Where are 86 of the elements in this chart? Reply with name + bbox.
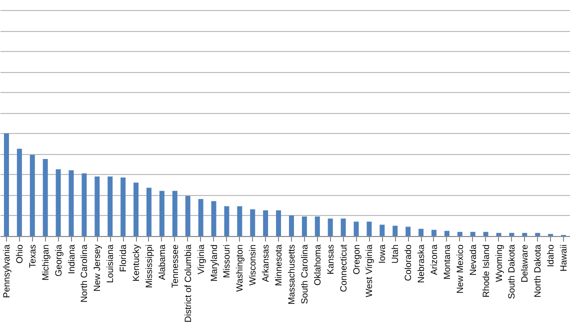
x-tick-label: Nevada <box>468 244 478 276</box>
bar <box>418 228 424 236</box>
x-tick-label: Nebraska <box>416 244 426 284</box>
x-tick-label: North Carolina <box>79 244 90 303</box>
bar <box>444 230 450 236</box>
bar <box>392 226 398 236</box>
x-tick-label: Delaware <box>520 244 530 283</box>
x-tick-label: Massachusetts <box>286 244 296 305</box>
bar <box>276 210 282 236</box>
bar <box>146 188 152 236</box>
bar <box>431 230 436 236</box>
bar <box>340 218 346 236</box>
x-tick-label: Indiana <box>66 244 76 274</box>
bar <box>159 190 164 236</box>
bar <box>224 206 230 236</box>
x-tick-label: Texas <box>27 244 38 268</box>
bar <box>108 176 113 236</box>
x-tick-label: West Virginia <box>364 244 374 298</box>
bar <box>134 182 139 236</box>
bar <box>406 226 411 236</box>
x-tick-label: South Carolina <box>299 244 310 304</box>
bar <box>302 216 307 236</box>
bar <box>4 133 9 236</box>
bar <box>535 232 540 236</box>
bar <box>380 224 385 236</box>
bar <box>457 232 462 236</box>
x-tick-label: Missouri <box>222 244 232 278</box>
x-tick-label: Iowa <box>377 244 388 264</box>
x-tick-label: Montana <box>442 244 452 280</box>
bar <box>82 173 87 236</box>
bar <box>314 216 320 236</box>
bar <box>263 210 268 236</box>
x-tick-label: Georgia <box>53 244 64 277</box>
x-tick-label: Idaho <box>546 244 556 268</box>
bar <box>211 201 216 236</box>
x-tick-label: Kansas <box>325 244 336 275</box>
x-tick-label: Wyoming <box>494 244 504 282</box>
x-tick-label: Washington <box>234 244 245 292</box>
bar <box>328 218 333 236</box>
bar <box>522 232 528 236</box>
bar <box>496 232 502 236</box>
bar <box>172 190 178 236</box>
x-tick-label: Mississippi <box>144 244 154 288</box>
x-tick-label: Hawaii <box>558 244 569 272</box>
x-tick-label: Pennsylvania <box>1 244 12 298</box>
bar <box>509 232 514 236</box>
x-tick-label: Virginia <box>196 244 206 274</box>
bar <box>366 222 372 236</box>
x-tick-label: New Jersey <box>92 244 102 292</box>
bar <box>120 177 126 236</box>
bar <box>237 206 242 236</box>
bar <box>16 148 22 236</box>
x-tick-label: Colorado <box>403 244 414 282</box>
x-tick-label: Kentucky <box>131 244 142 282</box>
bar <box>185 196 190 236</box>
x-tick-label: Wisconsin <box>248 244 258 286</box>
x-tick-label: Arizona <box>428 244 439 276</box>
x-tick-label: District of Columbia <box>182 244 193 323</box>
x-tick-label: Alabama <box>156 244 167 280</box>
x-tick-label: Michigan <box>40 244 50 281</box>
x-tick-label: North Dakota <box>532 244 543 298</box>
bar <box>30 154 35 236</box>
x-tick-label: Oregon <box>351 244 362 275</box>
x-tick-label: Tennessee <box>170 244 180 288</box>
bar <box>198 199 204 236</box>
bar <box>94 176 100 236</box>
x-tick-label: Minnesota <box>274 244 284 286</box>
bar <box>250 209 256 236</box>
x-tick-label: South Dakota <box>506 244 517 300</box>
x-tick-label: Rhode Island <box>480 244 491 298</box>
x-tick-label: Connecticut <box>338 244 348 292</box>
bar <box>42 159 48 236</box>
x-tick-label: Florida <box>118 244 128 272</box>
x-tick-label: Louisiana <box>105 244 116 284</box>
bar <box>483 232 488 236</box>
x-tick-label: Arkansas <box>260 244 271 282</box>
x-tick-label: Maryland <box>208 244 219 282</box>
bar <box>470 232 476 236</box>
x-tick-label: Ohio <box>14 244 24 264</box>
bar <box>354 222 359 236</box>
x-tick-label: New Mexico <box>454 244 465 294</box>
x-tick-label: Oklahoma <box>312 244 322 286</box>
bar <box>68 170 74 236</box>
x-tick-label: Utah <box>390 244 400 264</box>
bar <box>288 215 294 236</box>
bar <box>56 169 61 236</box>
